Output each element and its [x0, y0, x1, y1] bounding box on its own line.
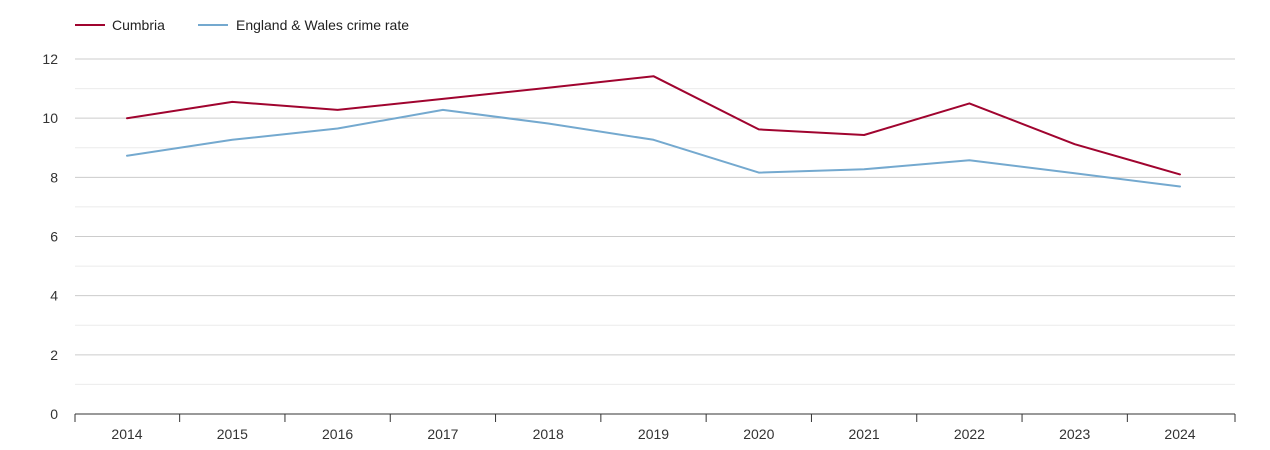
series-line-england-wales-crime-rate [126, 108, 1181, 188]
x-tick-label: 2016 [322, 426, 353, 442]
y-tick-label: 2 [50, 347, 58, 363]
y-tick-label: 12 [42, 51, 58, 67]
x-tick-label: 2021 [849, 426, 880, 442]
legend-label-cumbria: Cumbria [112, 17, 165, 33]
x-tick-label: 2015 [217, 426, 248, 442]
x-tick-label: 2024 [1164, 426, 1195, 442]
series-lines [126, 75, 1181, 188]
y-tick-label: 0 [50, 406, 58, 422]
y-tick-label: 8 [50, 169, 58, 185]
x-tick-label: 2018 [533, 426, 564, 442]
x-tick-label: 2014 [111, 426, 142, 442]
x-tick-label: 2020 [743, 426, 774, 442]
y-tick-label: 4 [50, 288, 58, 304]
x-tick-label: 2019 [638, 426, 669, 442]
series-line-cumbria [126, 75, 1181, 176]
legend: Cumbria England & Wales crime rate [75, 17, 409, 33]
y-tick-label: 10 [42, 110, 58, 126]
gridlines [75, 58, 1235, 385]
y-tick-label: 6 [50, 229, 58, 245]
legend-label-england-wales: England & Wales crime rate [236, 17, 409, 33]
y-axis: 0 2 4 6 8 10 12 [42, 51, 58, 422]
x-tick-label: 2017 [427, 426, 458, 442]
x-axis: 2014 2015 2016 2017 2018 2019 2020 2021 2022 2023… [74, 413, 1236, 442]
x-tick-label: 2022 [954, 426, 985, 442]
x-tick-label: 2023 [1059, 426, 1090, 442]
